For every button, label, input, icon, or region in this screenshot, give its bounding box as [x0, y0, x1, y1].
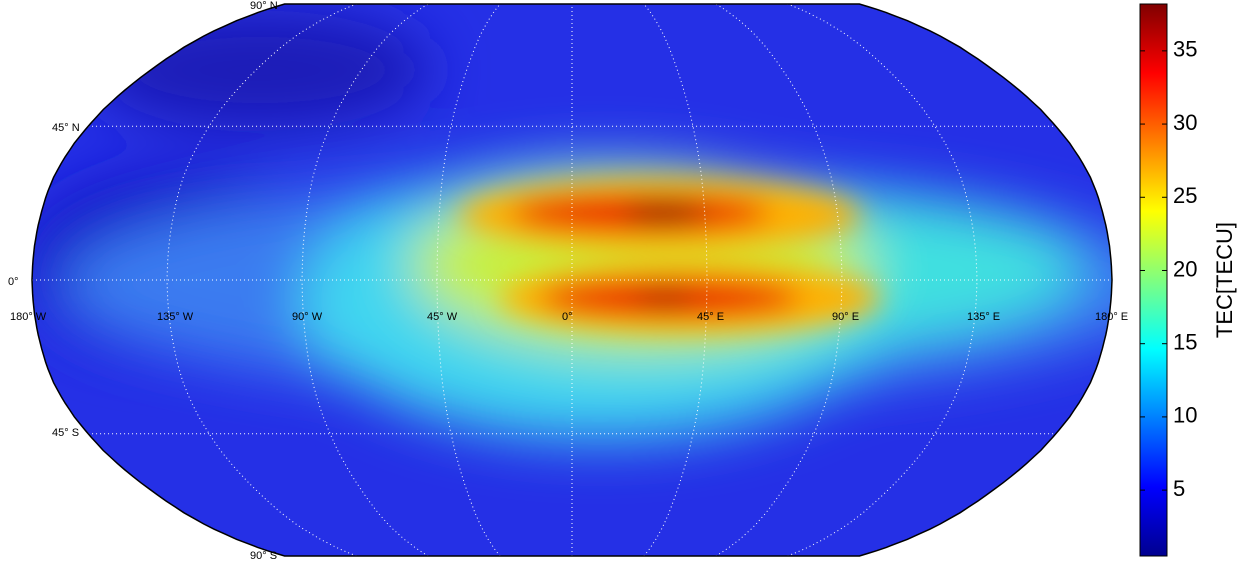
graticule — [31, 3, 1113, 557]
colorbar-tick-label: 35 — [1173, 37, 1197, 62]
colorbar-tick-label: 5 — [1173, 476, 1185, 501]
longitude-label: 90° W — [292, 311, 323, 323]
meridian — [166, 3, 357, 557]
colorbar-tick-label: 15 — [1173, 330, 1197, 355]
colorbar-tick-label: 20 — [1173, 256, 1197, 281]
longitude-label: 135° E — [967, 311, 1000, 323]
latitude-label: 0° — [8, 276, 19, 288]
longitude-label: 180° E — [1095, 311, 1128, 323]
longitude-label: 0° — [562, 311, 573, 323]
latitude-label: 45° N — [52, 122, 80, 134]
longitude-label: 180° W — [10, 311, 47, 323]
longitude-label: 45° E — [697, 311, 724, 323]
colorbar-tick-label: 25 — [1173, 183, 1197, 208]
longitude-label: 135° W — [157, 311, 194, 323]
meridian — [715, 3, 843, 557]
tec-field — [32, 4, 1112, 556]
map-outline — [31, 3, 1113, 557]
latitude-label: 90° S — [250, 550, 277, 562]
latitude-label: 90° N — [250, 0, 278, 12]
meridian — [301, 3, 429, 557]
colorbar-tick-label: 10 — [1173, 403, 1197, 428]
longitude-label: 90° E — [832, 311, 859, 323]
colorbar-label: TEC[TECU] — [1212, 222, 1237, 338]
colorbar-tick-label: 30 — [1173, 110, 1197, 135]
longitude-label: 45° W — [427, 311, 458, 323]
colorbar — [1139, 3, 1168, 557]
latitude-label: 45° S — [52, 427, 79, 439]
